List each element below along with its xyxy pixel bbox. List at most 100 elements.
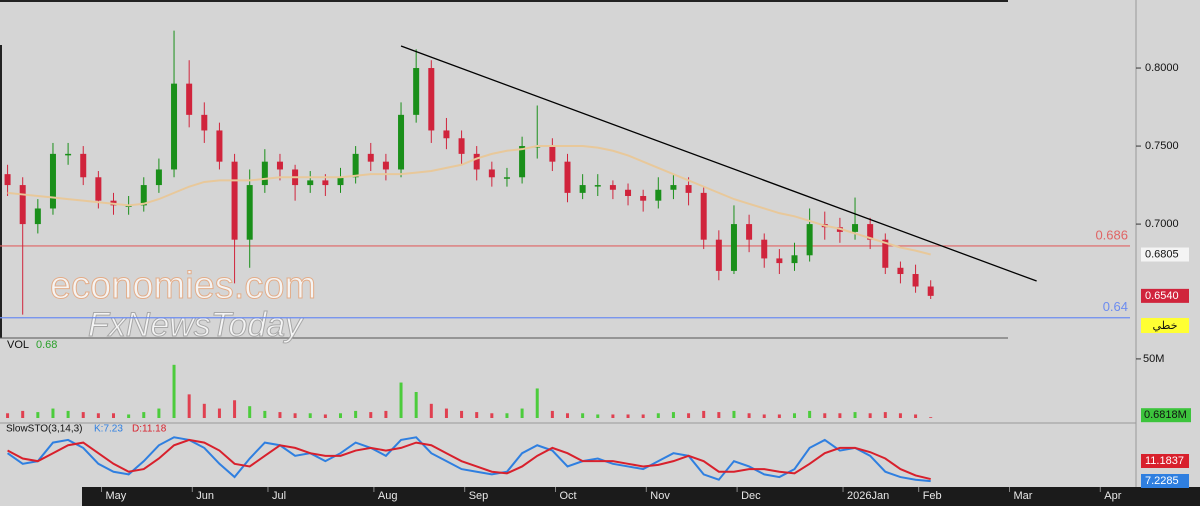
volume-bar bbox=[369, 412, 373, 418]
volume-bar bbox=[202, 403, 206, 418]
volume-bar bbox=[112, 413, 115, 418]
candle-body bbox=[398, 114, 405, 170]
volume-bar bbox=[929, 417, 933, 418]
candle-body bbox=[927, 286, 934, 296]
volume-bar bbox=[36, 412, 40, 418]
x-axis-band bbox=[82, 487, 1200, 506]
volume-bar bbox=[127, 414, 131, 418]
candle-body bbox=[428, 68, 435, 131]
candle-body bbox=[655, 189, 662, 201]
x-tick-label: Jun bbox=[196, 490, 214, 502]
candle-body bbox=[761, 239, 768, 259]
style-box bbox=[1141, 318, 1189, 333]
ma-last-label-box bbox=[1141, 247, 1189, 262]
volume-bar bbox=[671, 412, 675, 418]
candle-body bbox=[171, 83, 178, 170]
volume-bar bbox=[414, 392, 418, 418]
candle-body bbox=[458, 138, 465, 154]
candle-body bbox=[685, 185, 692, 193]
volume-bar bbox=[233, 400, 237, 418]
x-tick-label: May bbox=[106, 490, 127, 502]
x-tick-label: Dec bbox=[741, 490, 761, 502]
x-tick-label: Feb bbox=[923, 490, 942, 502]
level-label: 0.686 bbox=[1095, 227, 1128, 242]
volume-bar bbox=[687, 413, 691, 418]
volume-bar bbox=[384, 410, 388, 418]
volume-bar bbox=[248, 406, 252, 418]
candle-body bbox=[216, 130, 223, 162]
candle-body bbox=[367, 153, 374, 162]
volume-bar bbox=[293, 413, 297, 418]
candle-body bbox=[352, 153, 359, 178]
volume-bar bbox=[535, 388, 539, 418]
volume-bar bbox=[838, 413, 842, 418]
volume-bar bbox=[793, 413, 796, 418]
candle-body bbox=[897, 267, 904, 275]
candle-body bbox=[322, 180, 329, 186]
ma-last-label: 0.6805 bbox=[1145, 248, 1179, 260]
candle-body bbox=[609, 185, 616, 190]
x-tick-label: Sep bbox=[469, 490, 489, 502]
candle-body bbox=[791, 255, 798, 264]
volume-last-label: 0.6818M bbox=[1144, 409, 1187, 421]
volume-bar bbox=[339, 413, 342, 418]
candle-body bbox=[549, 146, 556, 162]
volume-bar bbox=[490, 413, 494, 418]
style-label: خطي bbox=[1153, 320, 1178, 332]
volume-bar bbox=[323, 414, 327, 418]
volume-bar bbox=[641, 414, 645, 418]
candle-body bbox=[246, 185, 253, 240]
volume-bar bbox=[444, 408, 448, 418]
x-tick-label: Nov bbox=[650, 490, 670, 502]
volume-bar bbox=[6, 413, 10, 418]
stoch-title: SlowSTO(3,14,3) bbox=[6, 424, 83, 435]
stoch-k-label: K:7.23 bbox=[94, 424, 123, 435]
candle-body bbox=[413, 68, 420, 115]
candle-body bbox=[307, 180, 314, 186]
candle-body bbox=[276, 161, 283, 170]
candle-body bbox=[155, 169, 162, 186]
candle-body bbox=[776, 258, 783, 264]
volume-bar bbox=[656, 413, 660, 418]
volume-bar bbox=[581, 413, 585, 418]
y-tick-label: 0.8000 bbox=[1145, 62, 1179, 74]
volume-bar bbox=[550, 410, 554, 418]
candle-body bbox=[443, 130, 450, 139]
candle-body bbox=[186, 83, 193, 115]
candle-body bbox=[746, 224, 753, 240]
candle-body bbox=[579, 185, 586, 193]
volume-bar bbox=[823, 413, 827, 418]
volume-bar bbox=[566, 413, 569, 418]
candle-body bbox=[564, 161, 571, 193]
candle-body bbox=[80, 153, 87, 178]
y-tick-label: 0.7500 bbox=[1145, 140, 1179, 152]
candle-body bbox=[503, 177, 510, 179]
y-tick-label: 0.7000 bbox=[1145, 218, 1179, 230]
candle-body bbox=[488, 169, 495, 178]
candle-body bbox=[34, 208, 41, 225]
candle-body bbox=[261, 161, 268, 186]
x-tick-label: Aug bbox=[378, 490, 398, 502]
volume-bar bbox=[868, 413, 872, 418]
x-tick-label: Mar bbox=[1014, 490, 1033, 502]
candle-body bbox=[201, 114, 208, 131]
volume-bar bbox=[505, 413, 509, 418]
candle-body bbox=[49, 153, 56, 209]
volume-bar bbox=[51, 408, 55, 418]
candle-body bbox=[640, 195, 647, 201]
volume-bar bbox=[914, 414, 918, 418]
x-tick-label: Apr bbox=[1104, 490, 1121, 502]
candle-body bbox=[867, 224, 874, 240]
candle-body bbox=[65, 153, 72, 156]
volume-current: 0.68 bbox=[36, 339, 57, 351]
volume-bar bbox=[520, 408, 524, 418]
candle-body bbox=[806, 224, 813, 256]
candle-body bbox=[670, 185, 677, 190]
stoch-k-line bbox=[6, 436, 931, 483]
volume-bar bbox=[308, 413, 312, 418]
volume-bar bbox=[777, 414, 781, 418]
volume-bar bbox=[808, 410, 812, 418]
volume-bar bbox=[172, 364, 176, 418]
